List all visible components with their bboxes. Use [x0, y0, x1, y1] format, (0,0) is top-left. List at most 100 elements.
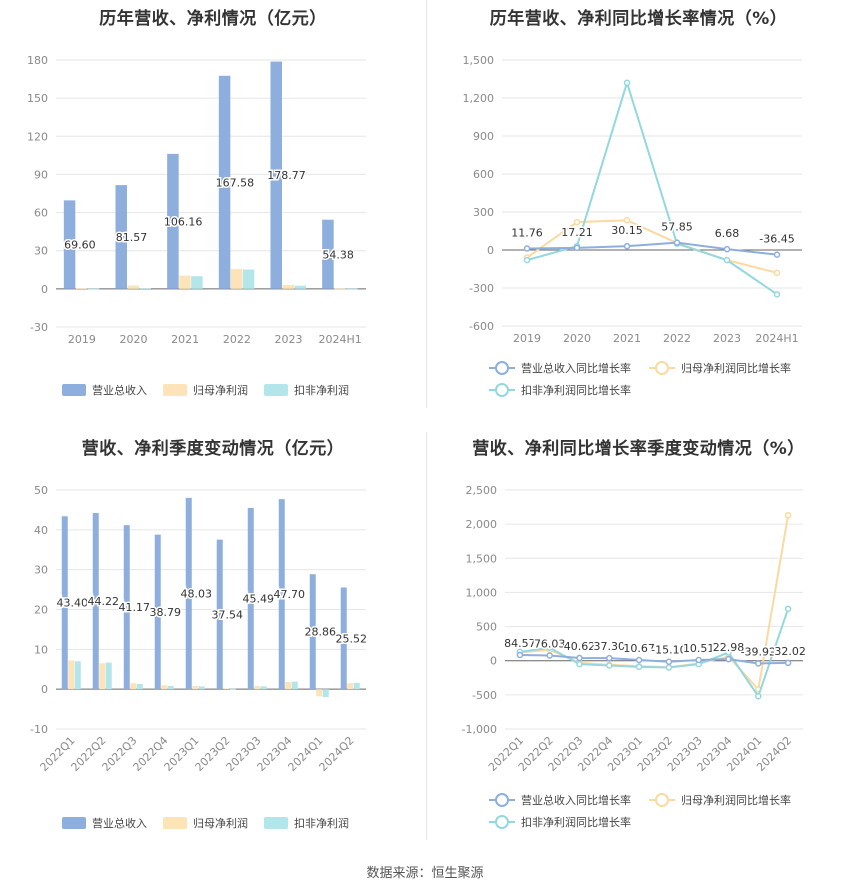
bar: [270, 61, 282, 289]
legend-label: 营业总收入: [92, 816, 147, 830]
legend-label: 营业总收入: [92, 383, 147, 397]
data-source-note: 数据来源：恒生聚源: [366, 866, 484, 881]
bar: [278, 499, 285, 690]
bar: [192, 685, 199, 690]
x-tick-label: 2022: [663, 332, 691, 345]
y-tick-label: 90: [34, 168, 48, 181]
legend-label: 归母净利润同比增长率: [681, 793, 791, 807]
y-tick-label: 120: [27, 130, 48, 143]
bar: [242, 269, 255, 289]
x-tick-label: 2021: [171, 333, 199, 346]
bar: [167, 153, 179, 289]
series-point: [576, 654, 583, 662]
series-point: [546, 644, 553, 651]
series-line: [519, 515, 790, 692]
x-tick-label: 2023: [275, 333, 303, 346]
series-point: [773, 291, 781, 298]
bar: [282, 285, 294, 289]
series-point: [673, 239, 681, 246]
data-label: 22.98: [713, 641, 745, 654]
data-label: 47.70: [274, 588, 306, 601]
y-tick-label: 60: [34, 207, 48, 220]
legend-label: 归母净利润: [193, 383, 248, 397]
bar: [291, 681, 298, 690]
y-tick-label: -300: [469, 282, 494, 295]
x-tick-label: 2020: [563, 332, 591, 345]
legend-label: 归母净利润同比增长率: [681, 361, 791, 375]
x-tick-label: 2023: [713, 332, 741, 345]
series-point: [573, 244, 581, 252]
y-tick-label: 0: [487, 244, 494, 257]
y-tick-label: 150: [27, 92, 48, 105]
data-label: 25.52: [336, 632, 368, 645]
data-label: 37.30: [594, 640, 626, 653]
y-tick-label: 20: [34, 604, 48, 617]
annual-bar-chart-svg: -30 0 30 60 90 120 150 180 69.60 81.57 106.16 167.5…: [27, 54, 366, 397]
bar: [191, 276, 203, 289]
series-point: [623, 242, 631, 250]
data-label: 84.57: [504, 637, 536, 650]
series-line: [526, 219, 778, 274]
bar: [167, 685, 174, 690]
bar: [254, 685, 261, 690]
y-tick-label: 0: [490, 655, 497, 668]
y-tick-label: 30: [34, 564, 48, 577]
legend-marker-swatch: [495, 793, 509, 807]
bar: [75, 288, 88, 290]
series-point: [546, 652, 553, 659]
bar: [260, 686, 267, 690]
legend-label: 营业总收入同比增长率: [521, 793, 631, 807]
bar: [123, 525, 130, 690]
series-point: [623, 79, 631, 87]
series-point: [665, 664, 673, 671]
x-tick-label: 2024H1: [755, 332, 798, 345]
y-tick-label: -30: [30, 321, 48, 334]
quarterly-line-chart-svg: -1,000 -500 0 500 1,000 1,500 2,000 2,500 84.577…: [462, 484, 807, 829]
data-label: 28.86: [305, 626, 337, 639]
bar: [334, 288, 346, 290]
y-tick-label: -10: [30, 723, 48, 736]
bar: [223, 688, 230, 690]
bar: [136, 683, 143, 690]
legend-marker-swatch: [655, 361, 669, 375]
legend-label: 扣非净利润: [294, 383, 349, 397]
y-tick-label: 2,000: [466, 518, 498, 531]
x-tick-label: 2024H1: [319, 333, 362, 346]
bar: [353, 682, 360, 690]
legend-swatch: [163, 384, 187, 396]
series-point: [635, 663, 643, 671]
x-tick-label: 2022: [223, 333, 251, 346]
series-point: [573, 218, 581, 226]
series-point: [725, 655, 732, 663]
data-label: 54.38: [322, 248, 354, 261]
x-tick-label: 2024Q2: [317, 734, 357, 774]
y-tick-label: 180: [27, 54, 48, 67]
series-point: [723, 245, 731, 253]
series-point: [723, 256, 731, 264]
series-point: [725, 649, 732, 656]
series-point: [773, 269, 781, 277]
annual-revenue-profit-chart: 历年营收、净利情况（亿元） -30 0 30 60 90 120 150 180 69.60 81…: [0, 0, 426, 410]
legend-label: 营业总收入同比增长率: [521, 361, 631, 375]
bar: [115, 185, 127, 289]
bar: [346, 288, 358, 290]
bar: [179, 275, 191, 289]
series-point: [784, 659, 792, 667]
y-tick-label: -600: [469, 320, 494, 333]
vertical-divider: [426, 432, 427, 840]
bar: [105, 662, 112, 690]
chart-title: 营收、净利同比增长率季度变动情况（%）: [472, 439, 805, 459]
data-label: 41.17: [119, 601, 151, 614]
legend-swatch: [264, 817, 288, 829]
bar: [61, 516, 68, 690]
data-label: 45.49: [243, 593, 275, 606]
series-point: [606, 654, 613, 662]
y-tick-label: 1,200: [463, 92, 495, 105]
data-label: 10.67: [623, 642, 655, 655]
bar: [130, 683, 137, 690]
legend-swatch: [163, 817, 187, 829]
y-tick-label: 1,500: [463, 54, 495, 67]
series-point: [773, 251, 781, 258]
series-line: [526, 241, 778, 256]
bar: [322, 689, 329, 698]
